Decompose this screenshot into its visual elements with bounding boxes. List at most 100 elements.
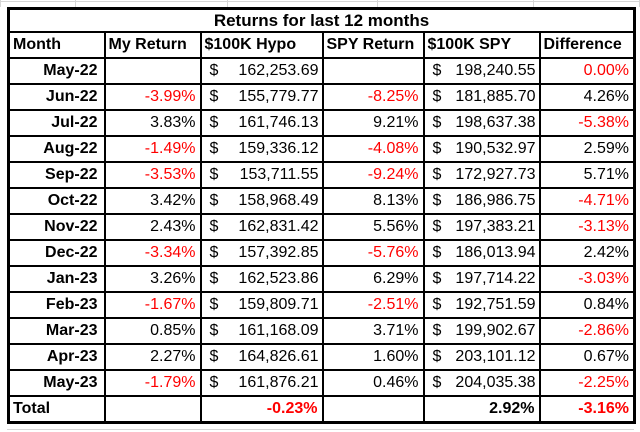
spy-return-cell[interactable]: -4.08% bbox=[321, 135, 425, 163]
spy-return-cell[interactable]: -9.24% bbox=[321, 161, 425, 189]
dollar-sign: $ bbox=[432, 348, 442, 365]
difference-cell[interactable]: -2.86% bbox=[538, 317, 636, 345]
month-cell[interactable]: Aug-22 bbox=[7, 135, 106, 163]
total-label[interactable]: Total bbox=[7, 395, 106, 424]
table-row: May-22 $162,253.69 $198,240.55 0.00% bbox=[7, 57, 636, 85]
total-my-return-cell[interactable] bbox=[103, 395, 202, 424]
difference-cell[interactable]: 5.71% bbox=[538, 161, 636, 189]
spy-return-cell[interactable]: -2.51% bbox=[321, 291, 425, 319]
difference-cell[interactable]: 2.42% bbox=[538, 239, 636, 267]
spy-return-cell[interactable] bbox=[321, 57, 425, 85]
my-return-cell[interactable]: -3.53% bbox=[103, 161, 202, 189]
spy-cell[interactable]: $197,383.21 bbox=[422, 213, 541, 241]
total-hypo-cell[interactable]: -0.23% bbox=[199, 395, 324, 424]
dollar-sign: $ bbox=[209, 62, 219, 79]
spy-cell[interactable]: $181,885.70 bbox=[422, 83, 541, 111]
header-100k-hypo[interactable]: $100K Hypo bbox=[199, 31, 324, 59]
difference-cell[interactable]: -2.25% bbox=[538, 369, 636, 397]
difference-cell[interactable]: -5.38% bbox=[538, 109, 636, 137]
spy-cell[interactable]: $172,927.73 bbox=[422, 161, 541, 189]
month-cell[interactable]: Jul-22 bbox=[7, 109, 106, 137]
my-return-cell[interactable]: -3.34% bbox=[103, 239, 202, 267]
my-return-cell[interactable]: 2.43% bbox=[103, 213, 202, 241]
header-difference[interactable]: Difference bbox=[538, 31, 636, 59]
spy-return-cell[interactable]: 0.46% bbox=[321, 369, 425, 397]
currency-amount: 190,532.97 bbox=[455, 140, 536, 157]
hypo-cell[interactable]: $158,968.49 bbox=[199, 187, 324, 215]
month-cell[interactable]: Apr-23 bbox=[7, 343, 106, 371]
my-return-cell[interactable] bbox=[103, 57, 202, 85]
my-return-cell[interactable]: -1.49% bbox=[103, 135, 202, 163]
currency-amount: 159,809.71 bbox=[238, 296, 319, 313]
difference-cell[interactable]: 0.84% bbox=[538, 291, 636, 319]
hypo-cell[interactable]: $162,523.86 bbox=[199, 265, 324, 293]
month-cell[interactable]: Nov-22 bbox=[7, 213, 106, 241]
month-cell[interactable]: May-23 bbox=[7, 369, 106, 397]
spy-return-cell[interactable]: -8.25% bbox=[321, 83, 425, 111]
dollar-sign: $ bbox=[432, 114, 442, 131]
spy-cell[interactable]: $186,013.94 bbox=[422, 239, 541, 267]
difference-cell[interactable]: -4.71% bbox=[538, 187, 636, 215]
hypo-cell[interactable]: $161,168.09 bbox=[199, 317, 324, 345]
difference-cell[interactable]: -3.13% bbox=[538, 213, 636, 241]
my-return-cell[interactable]: -3.99% bbox=[103, 83, 202, 111]
hypo-cell[interactable]: $162,831.42 bbox=[199, 213, 324, 241]
spy-return-cell[interactable]: 9.21% bbox=[321, 109, 425, 137]
header-spy-return[interactable]: SPY Return bbox=[321, 31, 425, 59]
my-return-cell[interactable]: 0.85% bbox=[103, 317, 202, 345]
spy-return-cell[interactable]: 6.29% bbox=[321, 265, 425, 293]
header-my-return[interactable]: My Return bbox=[103, 31, 202, 59]
my-return-cell[interactable]: -1.79% bbox=[103, 369, 202, 397]
spy-cell[interactable]: $199,902.67 bbox=[422, 317, 541, 345]
spy-cell[interactable]: $198,637.38 bbox=[422, 109, 541, 137]
hypo-cell[interactable]: $161,876.21 bbox=[199, 369, 324, 397]
spy-cell[interactable]: $198,240.55 bbox=[422, 57, 541, 85]
hypo-cell[interactable]: $162,253.69 bbox=[199, 57, 324, 85]
spy-return-cell[interactable]: 5.56% bbox=[321, 213, 425, 241]
spy-return-cell[interactable]: 3.71% bbox=[321, 317, 425, 345]
spy-return-cell[interactable]: -5.76% bbox=[321, 239, 425, 267]
difference-cell[interactable]: 0.00% bbox=[538, 57, 636, 85]
hypo-cell[interactable]: $159,809.71 bbox=[199, 291, 324, 319]
month-cell[interactable]: Mar-23 bbox=[7, 317, 106, 345]
my-return-cell[interactable]: 3.42% bbox=[103, 187, 202, 215]
hypo-cell[interactable]: $157,392.85 bbox=[199, 239, 324, 267]
difference-cell[interactable]: -3.03% bbox=[538, 265, 636, 293]
difference-cell[interactable]: 4.26% bbox=[538, 83, 636, 111]
header-month[interactable]: Month bbox=[7, 31, 106, 59]
spy-cell[interactable]: $190,532.97 bbox=[422, 135, 541, 163]
header-100k-spy[interactable]: $100K SPY bbox=[422, 31, 541, 59]
spy-cell[interactable]: $197,714.22 bbox=[422, 265, 541, 293]
dollar-sign: $ bbox=[209, 296, 219, 313]
total-difference-cell[interactable]: -3.16% bbox=[538, 395, 636, 424]
hypo-cell[interactable]: $153,711.55 bbox=[199, 161, 324, 189]
currency-amount: 198,240.55 bbox=[455, 62, 536, 79]
my-return-cell[interactable]: -1.67% bbox=[103, 291, 202, 319]
month-cell[interactable]: Sep-22 bbox=[7, 161, 106, 189]
my-return-cell[interactable]: 3.83% bbox=[103, 109, 202, 137]
hypo-cell[interactable]: $159,336.12 bbox=[199, 135, 324, 163]
spy-cell[interactable]: $186,986.75 bbox=[422, 187, 541, 215]
my-return-cell[interactable]: 2.27% bbox=[103, 343, 202, 371]
total-spy-return-cell[interactable] bbox=[321, 395, 425, 424]
month-cell[interactable]: Jan-23 bbox=[7, 265, 106, 293]
hypo-cell[interactable]: $155,779.77 bbox=[199, 83, 324, 111]
total-spy-cell[interactable]: 2.92% bbox=[422, 395, 541, 424]
spy-cell[interactable]: $203,101.12 bbox=[422, 343, 541, 371]
spy-cell[interactable]: $204,035.38 bbox=[422, 369, 541, 397]
hypo-cell[interactable]: $161,746.13 bbox=[199, 109, 324, 137]
month-cell[interactable]: Jun-22 bbox=[7, 83, 106, 111]
currency-amount: 162,523.86 bbox=[238, 270, 319, 287]
difference-cell[interactable]: 0.67% bbox=[538, 343, 636, 371]
spy-return-cell[interactable]: 1.60% bbox=[321, 343, 425, 371]
hypo-cell[interactable]: $164,826.61 bbox=[199, 343, 324, 371]
my-return-cell[interactable]: 3.26% bbox=[103, 265, 202, 293]
month-cell[interactable]: Feb-23 bbox=[7, 291, 106, 319]
month-cell[interactable]: Oct-22 bbox=[7, 187, 106, 215]
month-cell[interactable]: May-22 bbox=[7, 57, 106, 85]
spy-return-cell[interactable]: 8.13% bbox=[321, 187, 425, 215]
currency-amount: 157,392.85 bbox=[238, 244, 319, 261]
spy-cell[interactable]: $192,751.59 bbox=[422, 291, 541, 319]
month-cell[interactable]: Dec-22 bbox=[7, 239, 106, 267]
difference-cell[interactable]: 2.59% bbox=[538, 135, 636, 163]
